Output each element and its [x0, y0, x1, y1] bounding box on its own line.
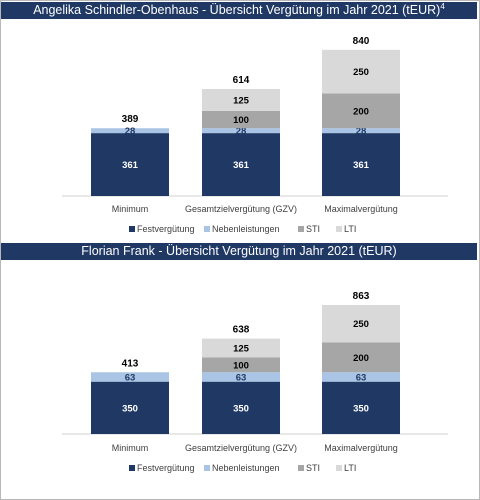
data-label-nebenleistungen: 63 [356, 372, 367, 383]
legend-label-festvergütung: Festvergütung [137, 463, 195, 473]
bar-segment-festvergütung [202, 381, 280, 434]
legend-swatch-sti [298, 465, 304, 471]
data-label-sti: 100 [233, 360, 249, 371]
legend-swatch-nebenleistungen [204, 226, 210, 232]
total-label: 413 [122, 358, 139, 369]
data-label-nebenleistungen: 28 [356, 126, 367, 137]
legend-label-sti: STI [306, 463, 320, 473]
category-label: Minimum [112, 204, 149, 214]
bar-segment-nebenleistungen [322, 128, 400, 134]
category-label: Maximalvergütung [324, 443, 398, 453]
data-label-festvergütung: 361 [122, 160, 139, 171]
data-label-festvergütung: 350 [233, 403, 249, 414]
data-label-sti: 200 [353, 353, 369, 364]
bar-segment-nebenleistungen [91, 372, 169, 382]
bar-segment-lti [202, 338, 280, 358]
bar-segment-sti [202, 110, 280, 129]
legend-label-nebenleistungen: Nebenleistungen [212, 224, 280, 234]
data-label-nebenleistungen: 28 [125, 126, 136, 137]
data-label-festvergütung: 350 [122, 403, 138, 414]
bar-segment-sti [322, 342, 400, 373]
category-label: Gesamtzielvergütung (GZV) [185, 443, 297, 453]
total-label: 389 [122, 114, 139, 125]
data-label-festvergütung: 361 [353, 160, 370, 171]
category-label: Gesamtzielvergütung (GZV) [185, 204, 297, 214]
category-label: Minimum [112, 443, 149, 453]
legend-swatch-lti [336, 226, 342, 232]
legend-label-lti: LTI [344, 224, 356, 234]
bar-segment-lti [322, 49, 400, 94]
bar-segment-nebenleistungen [202, 128, 280, 134]
category-label: Maximalvergütung [324, 204, 398, 214]
legend-swatch-sti [298, 226, 304, 232]
legend-swatch-lti [336, 465, 342, 471]
bar-segment-lti [202, 89, 280, 111]
data-label-sti: 200 [353, 106, 369, 117]
legend-swatch-nebenleistungen [204, 465, 210, 471]
chart-title-1: Angelika Schindler-Obenhaus - Übersicht … [1, 2, 477, 19]
bar-segment-nebenleistungen [322, 372, 400, 382]
data-label-sti: 100 [233, 115, 249, 126]
data-label-lti: 250 [353, 67, 369, 78]
legend-swatch-festvergütung [129, 226, 135, 232]
bar-segment-festvergütung [91, 133, 169, 196]
data-label-lti: 125 [233, 343, 250, 354]
chart-title-2: Florian Frank - Übersicht Vergütung im J… [1, 243, 477, 260]
bar-segment-festvergütung [322, 381, 400, 434]
bar-segment-nebenleistungen [91, 128, 169, 134]
data-label-nebenleistungen: 28 [236, 126, 247, 137]
bar-segment-festvergütung [322, 133, 400, 196]
total-label: 638 [233, 325, 250, 336]
total-label: 863 [353, 291, 370, 302]
bar-segment-sti [202, 357, 280, 373]
legend-swatch-festvergütung [129, 465, 135, 471]
data-label-festvergütung: 361 [233, 160, 250, 171]
data-label-lti: 125 [233, 95, 250, 106]
legend-label-lti: LTI [344, 463, 356, 473]
legend-label-festvergütung: Festvergütung [137, 224, 195, 234]
data-label-lti: 250 [353, 319, 369, 330]
data-label-festvergütung: 350 [353, 403, 369, 414]
bar-segment-festvergütung [202, 133, 280, 196]
bar-segment-sti [322, 93, 400, 129]
data-label-nebenleistungen: 63 [236, 372, 247, 383]
total-label: 840 [353, 36, 370, 47]
bar-segment-festvergütung [91, 381, 169, 434]
data-label-nebenleistungen: 63 [125, 372, 136, 383]
bar-segment-nebenleistungen [202, 372, 280, 382]
total-label: 614 [233, 75, 250, 86]
bar-segment-lti [322, 304, 400, 343]
legend-label-sti: STI [306, 224, 320, 234]
legend-label-nebenleistungen: Nebenleistungen [212, 463, 280, 473]
